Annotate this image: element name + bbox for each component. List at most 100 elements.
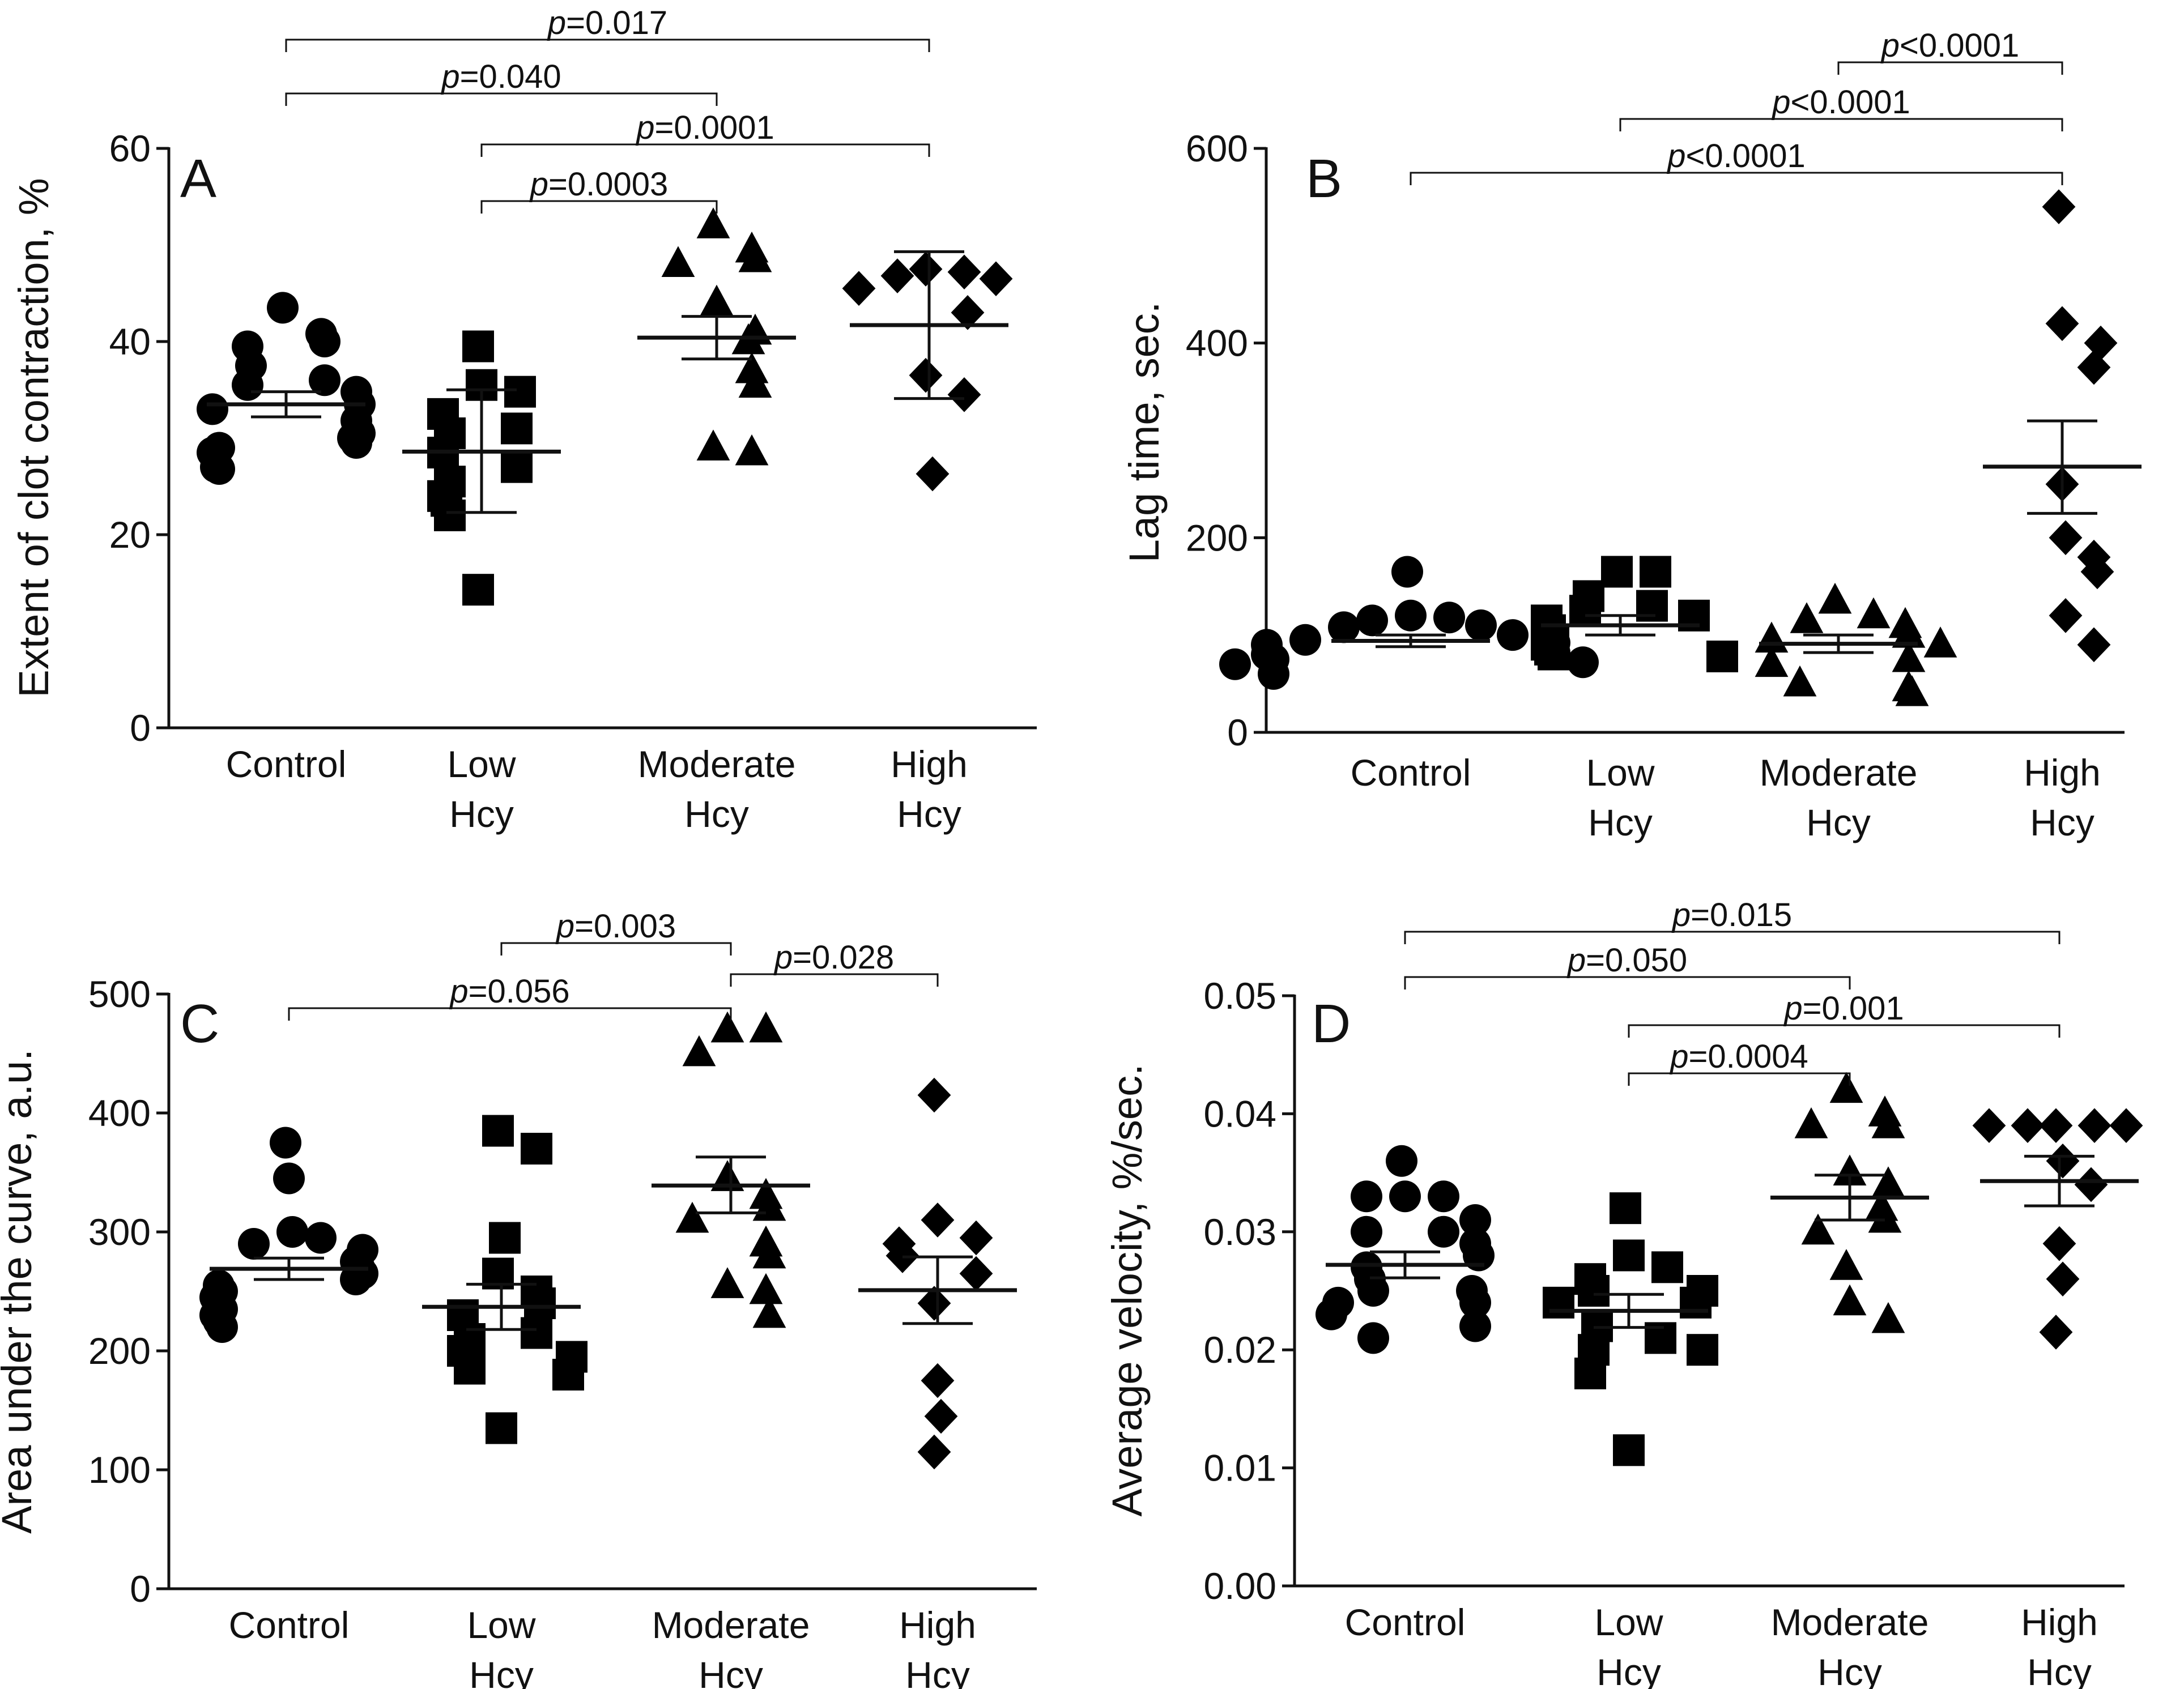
- p-symbol: p: [1783, 990, 1802, 1027]
- p-value-label: p=0.056: [449, 973, 569, 1010]
- category-label-line: Hcy: [1817, 1651, 1882, 1689]
- data-point: [738, 366, 772, 398]
- data-point: [486, 1412, 517, 1444]
- y-tick-label: 100: [88, 1449, 151, 1491]
- category-label-line: Hcy: [1806, 801, 1871, 843]
- p-value-label: p=0.028: [773, 939, 894, 976]
- data-point: [489, 1222, 521, 1254]
- y-tick-label: 0: [130, 1568, 151, 1610]
- p-value-label: p<0.0001: [1880, 27, 2020, 64]
- x-category-label: Control: [226, 743, 347, 785]
- data-point: [1818, 582, 1852, 614]
- category-label-line: Control: [226, 743, 347, 785]
- data-point: [1829, 1249, 1863, 1280]
- x-category-label: High Hcy: [891, 743, 968, 835]
- data-point: [1610, 1192, 1641, 1225]
- data-point: [1289, 624, 1321, 656]
- significance-bracket: [480, 143, 930, 157]
- data-point: [2042, 189, 2076, 224]
- p-symbol: p: [635, 109, 654, 146]
- series-high-hcy: [842, 250, 1013, 492]
- p-symbol: p: [1671, 897, 1691, 933]
- series-control: [197, 292, 376, 485]
- series-moderate-hcy: [652, 1011, 810, 1328]
- data-point: [1892, 616, 1926, 648]
- data-point: [917, 1077, 951, 1113]
- data-point: [1315, 1298, 1347, 1330]
- data-point: [842, 271, 876, 306]
- data-point: [1357, 1322, 1389, 1354]
- data-point: [947, 377, 981, 412]
- data-point: [1569, 595, 1601, 627]
- y-tick-label: 60: [109, 127, 151, 169]
- p-value-text: =0.040: [460, 58, 561, 95]
- x-category-label: Moderate Hcy: [652, 1604, 810, 1689]
- data-point: [197, 393, 228, 425]
- data-point: [1680, 1286, 1712, 1319]
- data-point: [2042, 1226, 2076, 1261]
- y-tick-label: 0.03: [1204, 1211, 1276, 1253]
- data-point: [2109, 1108, 2143, 1144]
- category-label-line: Low: [1586, 752, 1654, 794]
- data-point: [2077, 627, 2111, 663]
- category-label-line: Low: [467, 1604, 535, 1646]
- category-label-line: Control: [229, 1604, 350, 1646]
- x-category-label: Control: [1345, 1601, 1466, 1643]
- category-label-line: High: [891, 743, 968, 785]
- data-point: [1892, 641, 1926, 672]
- p-symbol: p: [1669, 1038, 1688, 1075]
- p-value-label: p=0.015: [1671, 897, 1792, 933]
- data-point: [1755, 646, 1789, 677]
- data-point: [1219, 648, 1251, 680]
- chart-panel-a: 0 20 40 60 Extent of clot contraction, % A Con…: [10, 5, 1037, 835]
- data-point: [1833, 1284, 1867, 1316]
- p-symbol: p: [547, 5, 566, 41]
- data-point: [738, 241, 772, 272]
- data-point: [1428, 1180, 1459, 1213]
- data-point: [1871, 1166, 1905, 1197]
- category-label-line: High: [2024, 752, 2101, 794]
- p-value-text: =0.003: [574, 908, 676, 945]
- data-point: [979, 261, 1013, 296]
- data-point: [1459, 1204, 1491, 1236]
- p-value-label: p=0.0003: [529, 166, 669, 203]
- p-symbol: p: [440, 58, 459, 95]
- data-point: [710, 1160, 744, 1191]
- data-point: [2077, 1108, 2111, 1144]
- category-label-line: Hcy: [2030, 801, 2094, 843]
- data-point: [675, 1201, 709, 1233]
- p-value-label: p=0.0004: [1669, 1038, 1808, 1075]
- data-point: [501, 451, 533, 483]
- p-symbol: p: [1880, 27, 1900, 64]
- data-point: [1578, 1275, 1610, 1307]
- chart-panel-d: 0.00 0.01 0.02 0.03 0.04 0.05 Average velocity…: [1104, 897, 2143, 1689]
- series-high-hcy: [1983, 189, 2142, 663]
- data-point: [270, 1127, 301, 1159]
- data-point: [749, 1273, 783, 1304]
- data-point: [2046, 1261, 2080, 1296]
- p-value-text: =0.015: [1691, 897, 1792, 933]
- category-label-line: Hcy: [699, 1654, 763, 1689]
- series-control: [199, 1127, 378, 1343]
- data-point: [1428, 1215, 1459, 1248]
- data-point: [521, 1133, 552, 1165]
- data-point: [752, 1237, 786, 1269]
- data-point: [462, 574, 494, 606]
- category-label-line: Hcy: [1597, 1651, 1661, 1689]
- data-point: [340, 1264, 372, 1295]
- x-category-label: Control: [229, 1604, 350, 1646]
- x-category-label: Low Hcy: [1594, 1601, 1663, 1689]
- x-category-label: High Hcy: [2024, 752, 2101, 843]
- x-category-label: High Hcy: [2021, 1601, 2098, 1689]
- data-point: [276, 1216, 308, 1248]
- panel-letter: A: [180, 148, 216, 209]
- y-tick-label: 0: [1227, 711, 1248, 753]
- y-axis-title: Average velocity, %/sec.: [1104, 1064, 1151, 1516]
- data-point: [2074, 1167, 2108, 1202]
- data-point: [1857, 597, 1891, 629]
- p-symbol: p: [1666, 138, 1685, 174]
- data-point: [1651, 1251, 1683, 1283]
- series-low-hcy: [1531, 556, 1738, 672]
